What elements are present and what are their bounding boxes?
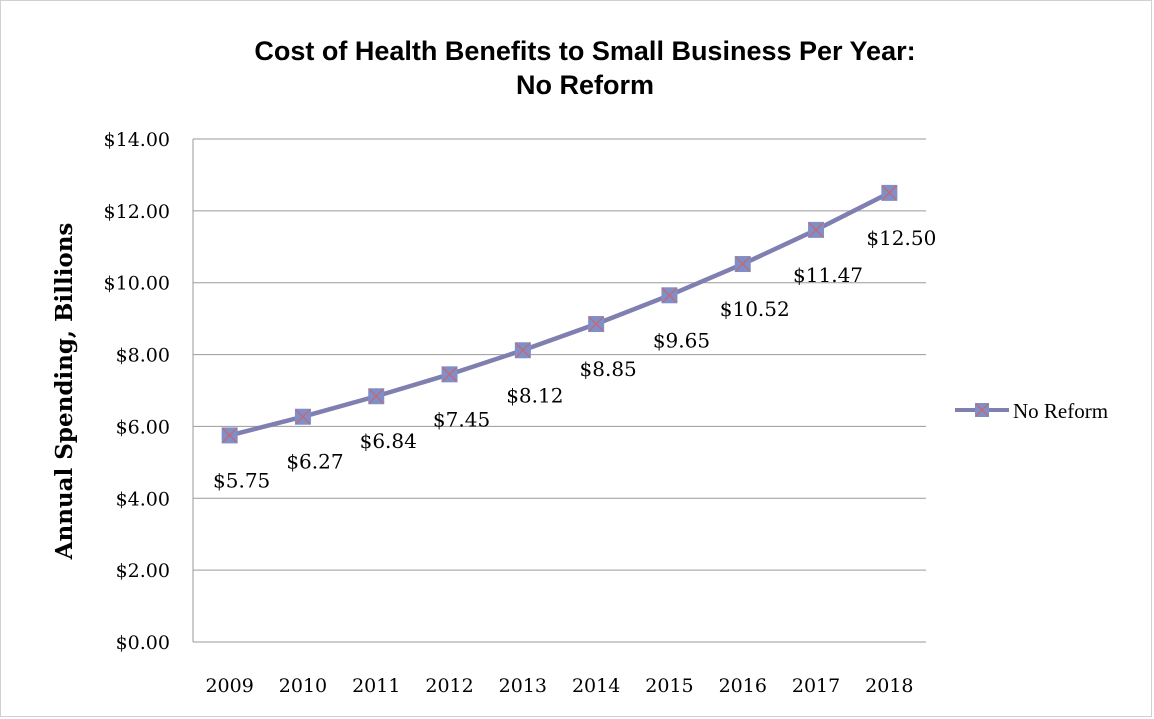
x-tick-labels: 2009 2010 2011 2012 2013 2014 2015 2016 2017 2018 <box>205 675 913 697</box>
data-label: $7.45 <box>433 407 490 431</box>
x-tick-label: 2013 <box>499 675 547 697</box>
y-tick-label: $2.00 <box>116 560 170 582</box>
y-tick-label: $10.00 <box>104 273 170 295</box>
x-tick-label: 2015 <box>645 675 693 697</box>
data-label: $6.27 <box>286 450 343 474</box>
x-tick-label: 2012 <box>425 675 473 697</box>
data-point-cross <box>735 256 751 272</box>
y-tick-label: $14.00 <box>104 129 170 151</box>
gridlines <box>192 138 926 643</box>
y-tick-label: $4.00 <box>116 488 170 510</box>
data-label: $8.12 <box>506 383 563 407</box>
x-tick-label: 2014 <box>572 675 620 697</box>
data-label: $8.85 <box>580 357 637 381</box>
x-tick-label: 2009 <box>205 675 253 697</box>
series-no-reform <box>221 184 898 444</box>
data-label: $6.84 <box>360 429 417 453</box>
x-tick-label: 2016 <box>719 675 767 697</box>
y-tick-label: $8.00 <box>116 345 170 367</box>
chart-title-line-1: Cost of Health Benefits to Small Busines… <box>254 36 915 66</box>
data-labels: $5.75 $6.27 $6.84 $7.45 $8.12 $8.85 $9.65 $10.5… <box>213 226 936 493</box>
data-label: $10.52 <box>720 297 790 321</box>
data-point-cross <box>442 366 458 382</box>
data-label: $9.65 <box>653 328 710 352</box>
data-point-cross <box>808 222 824 238</box>
legend-label-no-reform: No Reform <box>1013 399 1108 423</box>
y-axis-label: Annual Spending, Billions <box>51 223 78 561</box>
series-line <box>227 190 892 438</box>
y-tick-label: $0.00 <box>116 632 170 654</box>
data-point-cross <box>368 388 384 404</box>
data-label: $12.50 <box>866 226 936 250</box>
data-point-cross <box>588 316 604 332</box>
x-tick-label: 2017 <box>792 675 840 697</box>
data-label: $11.47 <box>793 263 863 287</box>
data-point-cross <box>295 409 311 425</box>
data-point-cross <box>222 427 238 443</box>
legend-marker-cross <box>975 403 989 417</box>
y-tick-label: $12.00 <box>104 201 170 223</box>
data-point-cross <box>515 342 531 358</box>
legend: No Reform <box>955 399 1108 423</box>
data-point-cross <box>881 185 897 201</box>
x-tick-label: 2010 <box>279 675 327 697</box>
y-tick-label: $6.00 <box>116 416 170 438</box>
data-point-cross <box>661 287 677 303</box>
x-tick-label: 2018 <box>865 675 913 697</box>
x-tick-label: 2011 <box>352 675 400 697</box>
chart-title-line-2: No Reform <box>516 70 654 100</box>
y-tick-labels: $0.00 $2.00 $4.00 $6.00 $8.00 $10.00 $12.00 $14… <box>104 129 170 654</box>
data-label: $5.75 <box>213 468 270 492</box>
